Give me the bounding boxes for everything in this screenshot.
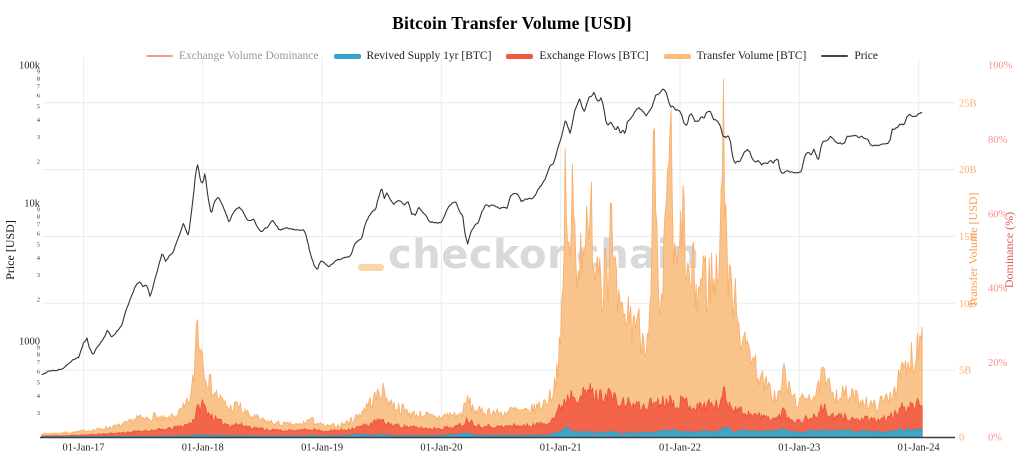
- tick-label: 01-Jan-19: [301, 443, 343, 454]
- minor-tick-label: 3: [37, 134, 40, 141]
- tick-label: 01-Jan-24: [898, 443, 941, 454]
- tick-label: 20%: [988, 358, 1008, 369]
- minor-tick-label: 5: [37, 104, 40, 111]
- legend-item-exchange-volume-dominance[interactable]: Exchange Volume Dominance: [146, 50, 319, 62]
- minor-tick-label: 5: [37, 380, 40, 387]
- minor-tick-label: 4: [37, 255, 41, 262]
- minor-tick-label: 4: [37, 117, 41, 124]
- dominance-axis-title: Dominance (%): [1002, 212, 1016, 288]
- tick-label: 01-Jan-20: [420, 443, 462, 454]
- minor-tick-label: 9: [37, 68, 40, 75]
- tick-label: 100k: [19, 61, 41, 72]
- y-axis-dominance-ticks: 0% 20% 40% 60% 80% 100%: [988, 61, 1013, 444]
- watermark-dash: [358, 264, 384, 271]
- legend-item-revived-supply-1yr-btc[interactable]: Revived Supply 1yr [BTC]: [333, 50, 492, 62]
- tick-label: 01-Jan-17: [63, 443, 105, 454]
- tick-label: 01-Jan-18: [182, 443, 224, 454]
- tick-label: 60%: [988, 209, 1008, 220]
- minor-tick-label: 4: [37, 393, 41, 400]
- tick-label: 1000: [19, 337, 40, 348]
- minor-tick-label: 8: [37, 213, 40, 220]
- price-axis-title: Price [USD]: [3, 220, 17, 280]
- watermark-text: checkonchain: [388, 232, 700, 278]
- chart-title: Bitcoin Transfer Volume [USD]: [392, 13, 632, 33]
- legend-item-exchange-flows-btc[interactable]: Exchange Flows [BTC]: [506, 50, 649, 62]
- exchange-flows-area: [41, 383, 923, 438]
- minor-tick-label: 7: [37, 83, 41, 90]
- volume-axis-title: Transfer Volume [USD]: [966, 192, 980, 307]
- minor-tick-label: 2: [37, 297, 40, 304]
- legend-swatch-icon: [506, 53, 534, 59]
- minor-tick-label: 7: [37, 221, 41, 228]
- y-axis-volume-ticks: 0 5B 10B 15B 20B 25B: [959, 98, 977, 443]
- tick-label: 10B: [959, 299, 977, 310]
- tick-label: 01-Jan-21: [540, 443, 582, 454]
- minor-tick-label: 6: [37, 369, 41, 376]
- tick-label: 0%: [988, 433, 1002, 444]
- legend-item-label: Transfer Volume [BTC]: [696, 50, 807, 62]
- tick-label: 01-Jan-22: [659, 443, 701, 454]
- tick-label: 0: [959, 433, 964, 444]
- minor-tick-label: 8: [37, 75, 40, 82]
- x-axis-ticks: 01-Jan-17 01-Jan-18 01-Jan-19 01-Jan-20 01-J…: [63, 443, 941, 454]
- tick-label: 40%: [988, 284, 1008, 295]
- chart-legend: Exchange Volume Dominance Revived Supply …: [0, 50, 1024, 62]
- minor-tick-label: 9: [37, 206, 40, 213]
- legend-swatch-icon: [333, 53, 361, 59]
- legend-item-price[interactable]: Price: [821, 50, 878, 62]
- transfer-volume-area: [41, 78, 923, 438]
- tick-label: 01-Jan-23: [778, 443, 820, 454]
- legend-item-transfer-volume-btc[interactable]: Transfer Volume [BTC]: [663, 50, 807, 62]
- price-line: [41, 88, 923, 376]
- revived-supply-area: [41, 424, 923, 438]
- minor-tick-label: 7: [37, 359, 41, 366]
- legend-swatch-icon: [663, 53, 691, 59]
- tick-label: 80%: [988, 135, 1008, 146]
- legend-swatch-icon: [146, 55, 174, 57]
- legend-item-label: Price: [854, 50, 878, 62]
- plot-canvas[interactable]: [41, 58, 956, 439]
- tick-label: 100%: [988, 61, 1013, 72]
- tick-label: 25B: [959, 98, 977, 109]
- tick-label: 20B: [959, 165, 977, 176]
- tick-label: 5B: [959, 366, 971, 377]
- legend-item-label: Revived Supply 1yr [BTC]: [366, 50, 492, 62]
- legend-item-label: Exchange Flows [BTC]: [539, 50, 649, 62]
- minor-tick-label: 3: [37, 272, 40, 279]
- legend-swatch-icon: [821, 55, 849, 57]
- legend-item-label: Exchange Volume Dominance: [179, 50, 319, 62]
- minor-tick-label: 2: [37, 159, 40, 166]
- minor-tick-label: 9: [37, 344, 40, 351]
- tick-label: 10k: [24, 199, 41, 210]
- minor-tick-label: 8: [37, 351, 40, 358]
- minor-tick-label: 6: [37, 93, 41, 100]
- minor-tick-label: 5: [37, 242, 40, 249]
- minor-tick-label: 6: [37, 231, 41, 238]
- minor-tick-label: 3: [37, 410, 40, 417]
- tick-label: 15B: [959, 232, 977, 243]
